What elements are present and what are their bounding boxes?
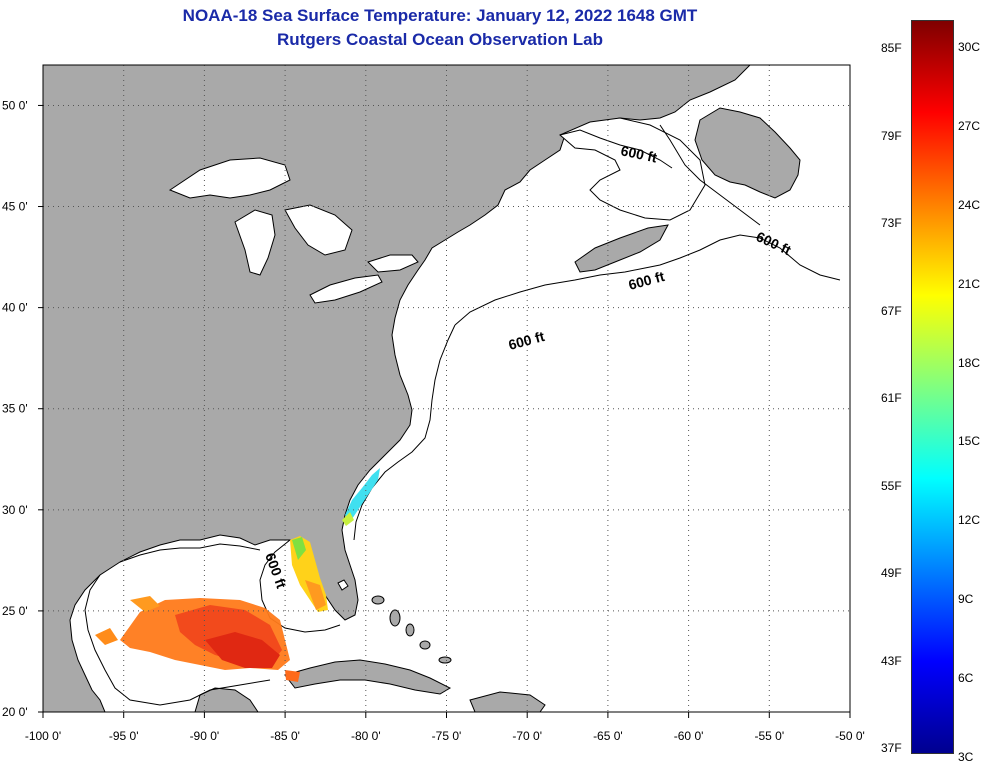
- land-cuba: [284, 659, 452, 695]
- lon-tick-label: -80 0': [351, 729, 381, 743]
- colorbar-c-label: 12C: [958, 513, 981, 528]
- colorbar-c-label: 24C: [958, 197, 981, 212]
- lake-okeechobee: [337, 579, 349, 591]
- lon-tick-label: -95 0': [109, 729, 139, 743]
- contour-label: 600 ft: [619, 142, 658, 165]
- lake-huron: [284, 204, 353, 256]
- lon-tick-label: -55 0': [754, 729, 784, 743]
- lat-tick-label: 35 0': [2, 402, 28, 416]
- colorbar-f-label: 73F: [881, 216, 902, 230]
- latitude-axis: 20 0' 25 0' 30 0' 35 0' 40 0' 45 0' 50 0': [2, 98, 43, 719]
- lat-tick-label: 40 0': [2, 301, 28, 315]
- lon-tick-label: -70 0': [512, 729, 542, 743]
- colorbar-f-label: 37F: [881, 741, 902, 755]
- colorbar-f-label: 85F: [881, 41, 902, 55]
- sst-data-atlantic-coast: [342, 468, 380, 526]
- lake-erie: [309, 274, 383, 304]
- lon-tick-label: -85 0': [270, 729, 300, 743]
- lon-tick-label: -65 0': [593, 729, 623, 743]
- gulf-st-lawrence: [559, 117, 706, 221]
- colorbar-c-label: 9C: [958, 592, 974, 607]
- lon-tick-label: -60 0': [674, 729, 704, 743]
- land-newfoundland: [694, 107, 801, 199]
- lat-tick-label: 30 0': [2, 503, 28, 517]
- lat-tick-label: 50 0': [2, 98, 28, 112]
- colorbar-f-label: 61F: [881, 391, 902, 405]
- colorbar-f-label: 79F: [881, 128, 902, 143]
- great-lakes: [168, 157, 291, 199]
- bahamas-islands: [371, 595, 452, 664]
- colorbar-c-label: 30C: [958, 40, 981, 54]
- lon-tick-label: -100 0': [25, 729, 61, 743]
- lake-ontario: [367, 254, 419, 273]
- lat-tick-label: 25 0': [2, 604, 28, 618]
- colorbar-c-label: 6C: [958, 671, 974, 686]
- sst-map: 600 ft 600 ft 600 ft 600 ft 600 ft -100 …: [2, 64, 865, 743]
- sst-data-florida: [290, 536, 328, 612]
- lat-tick-label: 20 0': [2, 705, 28, 719]
- colorbar-c-label: 21C: [958, 276, 981, 291]
- map-title: NOAA-18 Sea Surface Temperature: January…: [182, 6, 698, 25]
- lat-tick-label: 45 0': [2, 200, 28, 214]
- lon-tick-label: -50 0': [835, 729, 865, 743]
- colorbar-c-label: 15C: [958, 434, 981, 449]
- map-subtitle: Rutgers Coastal Ocean Observation Lab: [277, 30, 603, 49]
- colorbar-f-label: 43F: [881, 653, 902, 668]
- depth-contour-600ft: [84, 124, 841, 706]
- lake-michigan: [234, 209, 276, 276]
- colorbar-c-label: 3C: [958, 750, 974, 764]
- colorbar-c-label: 18C: [958, 355, 981, 370]
- longitude-axis: -100 0' -95 0' -90 0' -85 0' -80 0' -75 0' -70…: [25, 712, 865, 743]
- lon-tick-label: -90 0': [190, 729, 220, 743]
- colorbar-f-label: 49F: [881, 566, 902, 580]
- colorbar-f-label: 55F: [881, 478, 902, 493]
- temperature-colorbar: [911, 20, 954, 754]
- colorbar-c-label: 27C: [958, 118, 981, 133]
- colorbar-f-label: 67F: [881, 303, 902, 318]
- sst-data-gulf: [95, 596, 300, 682]
- lon-tick-label: -75 0': [432, 729, 462, 743]
- land-nova-scotia: [574, 224, 669, 273]
